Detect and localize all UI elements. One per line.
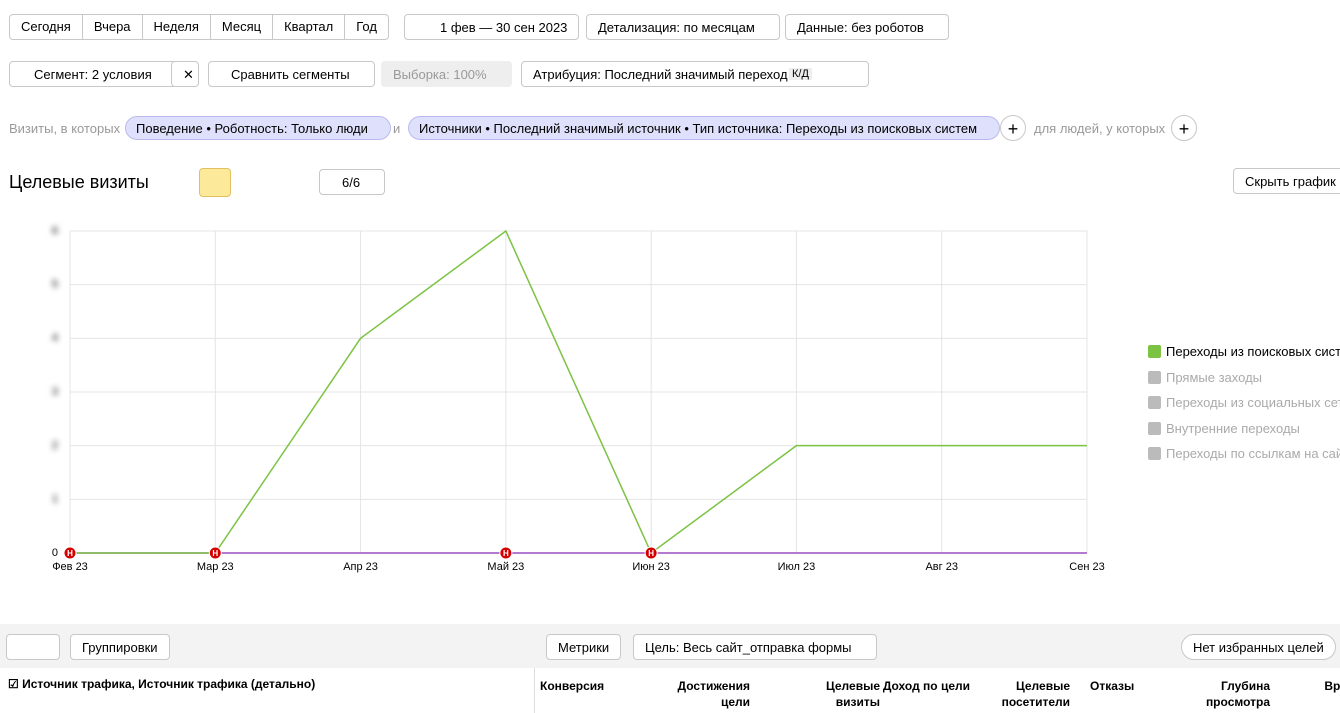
period-group: Сегодня Вчера Неделя Месяц Квартал Год [9, 14, 389, 40]
x-tick-label: Авг 23 [925, 561, 957, 573]
column-header[interactable]: Глубина просмотра [1205, 679, 1270, 709]
x-tick-label: Апр 23 [343, 561, 378, 573]
period[interactable]: Вчера [83, 15, 143, 39]
favorites[interactable]: Нет избранных целей [1181, 634, 1336, 660]
legend-checkbox[interactable] [1148, 447, 1161, 460]
x-tick-label: Фев 23 [52, 561, 88, 573]
column-header[interactable]: Время на сайте [1324, 679, 1340, 693]
annotation-marker [208, 546, 222, 560]
column-header[interactable]: Отказы [1090, 679, 1135, 693]
x-tick-label: Май 23 [487, 561, 524, 573]
goal[interactable]: Цель: Весь сайт_отправка формы [633, 634, 877, 660]
filter-suffix: для людей, у которых [1034, 121, 1166, 136]
period[interactable]: Месяц [211, 15, 274, 39]
annotation-label: Н [503, 549, 509, 558]
filter-prefix: Визиты, в которых [9, 121, 121, 136]
divider [534, 668, 535, 713]
legend-item[interactable]: Переходы из поисковых систем [1148, 344, 1340, 359]
column-header[interactable]: Конверсия [540, 679, 605, 693]
legend-checkbox[interactable] [1148, 396, 1161, 409]
period[interactable]: Год [356, 19, 377, 34]
chart-title: Целевые визиты [9, 172, 149, 192]
compare[interactable]: Сравнить сегменты [208, 61, 375, 87]
segment[interactable]: Сегмент: 2 условия [9, 61, 177, 87]
dimension: ☑ Источник трафика, Источник трафика (де… [8, 677, 316, 691]
filter-joiner: и [393, 121, 401, 136]
view-toggle[interactable] [6, 634, 60, 660]
detail[interactable]: Детализация: по месяцам [586, 14, 780, 40]
add-filter[interactable]: + [1171, 115, 1197, 141]
series-count[interactable]: 6/6 [319, 169, 386, 195]
period[interactable]: Квартал [273, 15, 346, 39]
line-mode[interactable] [199, 168, 231, 197]
dimension-label: Источник трафика, Источник трафика (дета… [22, 677, 316, 691]
legend-label: Прямые заходы [1166, 369, 1263, 385]
period[interactable]: Неделя [143, 15, 211, 39]
data-filter[interactable]: Данные: без роботов [785, 14, 949, 40]
legend-label: Внутренние переходы [1166, 420, 1300, 436]
legend-checkbox[interactable] [1148, 421, 1161, 435]
annotation-label: Н [648, 549, 654, 558]
groupings[interactable]: Группировки [70, 634, 170, 660]
column-header[interactable]: Целевые посетители [1001, 679, 1070, 709]
legend-label: Переходы из поисковых систем [1166, 344, 1340, 359]
y-tick-label: 5 [52, 279, 58, 291]
y-tick-label: 2 [52, 440, 58, 452]
attribution-badge: К/Д [789, 68, 812, 80]
annotation-label: Н [67, 549, 73, 558]
legend-checkbox[interactable] [1148, 345, 1161, 358]
y-tick-label: 0 [52, 547, 58, 559]
period[interactable]: Сегодня [10, 15, 83, 39]
series-line [70, 229, 1087, 555]
x-tick-label: Мар 23 [197, 561, 234, 573]
filter-chip[interactable]: Поведение • Роботность: Только люди [125, 116, 391, 140]
annotation-marker [63, 546, 77, 560]
column-header[interactable]: Целевые визиты [825, 679, 880, 709]
annotation-marker [499, 546, 513, 560]
hide-chart[interactable]: Скрыть график [1233, 168, 1340, 194]
add-filter[interactable]: + [1000, 115, 1026, 141]
legend-item[interactable]: Внутренние переходы [1148, 421, 1300, 436]
attribution[interactable]: Атрибуция: Последний значимый переход [521, 61, 869, 87]
date-range[interactable]: 1 фев — 30 сен 2023 [404, 14, 580, 40]
y-tick-label: 3 [52, 386, 58, 398]
chart: 0 1 2 3 4 5 6 Фев 23 Мар 23 Апр 23 Май 23 Июн 23 Июл… [52, 225, 1105, 573]
legend-label: Переходы из социальных сетей [1166, 395, 1340, 410]
column-header[interactable]: Доход по цели [882, 679, 970, 693]
x-tick-label: Сен 23 [1069, 561, 1104, 573]
y-tick-label: 6 [52, 225, 58, 237]
filter-chip[interactable]: Источники • Последний значимый источник … [408, 116, 1001, 140]
segment-clear[interactable]: ✕ [171, 61, 199, 87]
y-tick-label: 1 [52, 493, 58, 505]
legend-item[interactable]: Прямые заходы [1148, 370, 1262, 385]
legend-item[interactable]: Переходы из социальных сетей [1148, 395, 1340, 410]
column-header[interactable]: Достижения цели [677, 679, 750, 709]
sample: Выборка: 100% [381, 61, 512, 87]
legend-label: Переходы по ссылкам на сайтах [1166, 446, 1340, 461]
annotation-label: Н [212, 549, 218, 558]
y-tick-label: 4 [52, 332, 58, 344]
legend-checkbox[interactable] [1148, 370, 1161, 384]
x-tick-label: Июн 23 [632, 561, 670, 573]
x-tick-label: Июл 23 [778, 561, 816, 573]
annotation-marker [644, 546, 658, 560]
metrics[interactable]: Метрики [546, 634, 622, 660]
legend-item[interactable]: Переходы по ссылкам на сайтах [1148, 446, 1340, 461]
